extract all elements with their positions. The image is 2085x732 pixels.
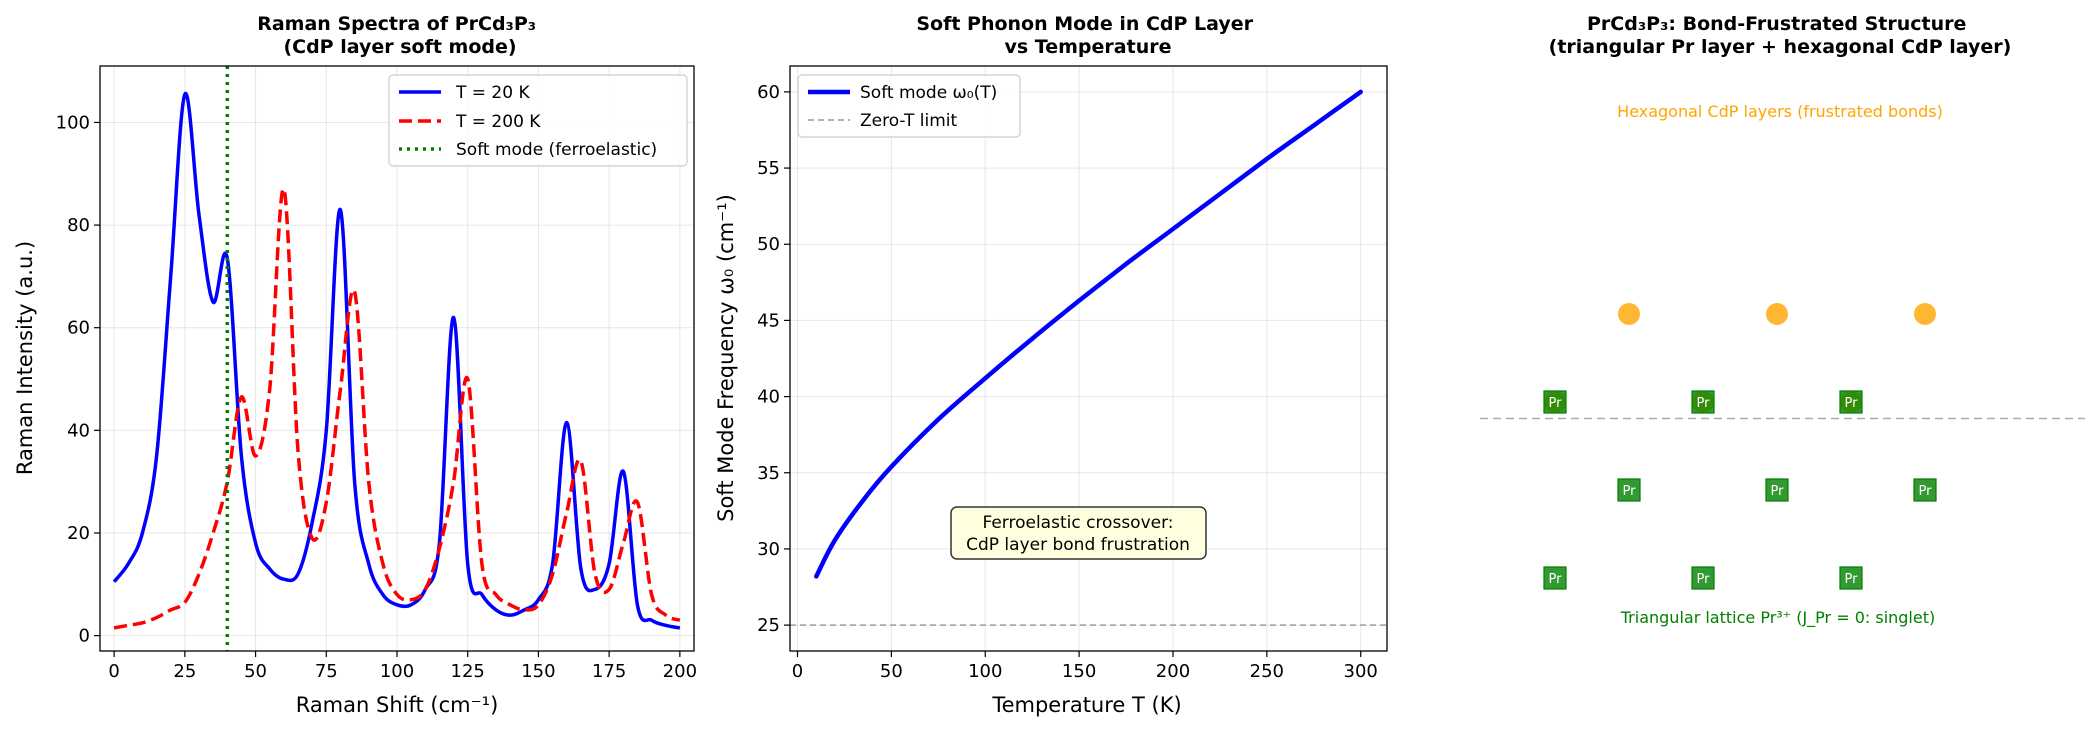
cd-site-marker [1618, 303, 1640, 325]
pr-site-marker [1543, 566, 1567, 590]
softmode-title-line-2: vs Temperature [1005, 36, 1172, 58]
legend-20k: T = 20 K [455, 83, 530, 103]
pr-site-marker [1691, 566, 1715, 590]
ferroelastic-annotation: Ferroelastic crossover: CdP layer bond f… [950, 506, 1207, 560]
pr-site-label: Pr [1771, 484, 1785, 499]
y-tick-label: 45 [757, 310, 780, 331]
raman-title-line-2: (CdP layer soft mode) [283, 36, 516, 58]
raman-x-axis-label: Raman Shift (cm⁻¹) [296, 693, 499, 717]
raman-title-line-1: Raman Spectra of PrCd₃P₃ [257, 13, 536, 35]
raman-legend: T = 20 K T = 200 K Soft mode (ferroelast… [388, 74, 688, 167]
cd-site-marker [1766, 303, 1788, 325]
pr-site-marker [1839, 390, 1863, 414]
y-tick-label: 30 [757, 539, 780, 560]
pr-site-label: Pr [1845, 396, 1859, 411]
y-tick-label: 60 [757, 82, 780, 103]
raman-spectra-panel: Raman Spectra of PrCd₃P₃ (CdP layer soft… [13, 13, 697, 717]
hexagonal-layer-caption: Hexagonal CdP layers (frustrated bonds) [1617, 102, 1943, 121]
x-tick-label: 300 [1344, 661, 1378, 682]
x-tick-label: 150 [521, 661, 555, 682]
soft-mode-curve [814, 89, 1363, 579]
raman-series-1 [113, 187, 681, 630]
y-tick-label: 20 [67, 523, 90, 544]
annotation-line-1: Ferroelastic crossover: [982, 513, 1173, 533]
softmode-x-axis-label: Temperature T (K) [991, 693, 1181, 717]
pr-site-label: Pr [1845, 572, 1859, 587]
y-tick-label: 100 [56, 112, 90, 133]
softmode-y-axis-label: Soft Mode Frequency ω₀ (cm⁻¹) [714, 194, 738, 522]
raman-y-axis-label: Raman Intensity (a.u.) [13, 241, 37, 475]
structure-title-line-2: (triangular Pr layer + hexagonal CdP lay… [1549, 36, 2012, 58]
raman-panel-title: Raman Spectra of PrCd₃P₃ (CdP layer soft… [257, 13, 543, 58]
legend-200k: T = 200 K [455, 112, 541, 132]
softmode-legend: Soft mode ω₀(T) Zero-T limit [797, 74, 1021, 138]
structure-panel: PrCd₃P₃: Bond-Frustrated Structure (tria… [1480, 13, 2085, 628]
x-tick-label: 50 [244, 661, 267, 682]
x-tick-label: 200 [663, 661, 697, 682]
pr-site-label: Pr [1623, 484, 1637, 499]
x-tick-label: 50 [880, 661, 903, 682]
y-tick-label: 35 [757, 463, 780, 484]
legend-zero-t: Zero-T limit [860, 111, 958, 131]
soft-mode-panel: Soft Phonon Mode in CdP Layer vs Tempera… [714, 13, 1388, 717]
y-tick-label: 25 [757, 615, 780, 636]
pr-site-marker [1691, 390, 1715, 414]
softmode-title-line-1: Soft Phonon Mode in CdP Layer [916, 13, 1253, 35]
pr-site-marker [1617, 478, 1641, 502]
raman-series-0 [112, 92, 681, 630]
x-tick-label: 200 [1156, 661, 1190, 682]
pr-site-label: Pr [1697, 572, 1711, 587]
pr-site-marker [1765, 478, 1789, 502]
annotation-line-2: CdP layer bond frustration [966, 535, 1190, 555]
softmode-panel-title: Soft Phonon Mode in CdP Layer vs Tempera… [916, 13, 1259, 58]
pr-site-label: Pr [1697, 396, 1711, 411]
pr-site-label: Pr [1919, 484, 1933, 499]
softmode-axes-frame [789, 65, 1388, 652]
triangular-lattice-caption: Triangular lattice Pr³⁺ (J_Pr = 0: singl… [1620, 608, 1935, 628]
structure-panel-title: PrCd₃P₃: Bond-Frustrated Structure (tria… [1549, 13, 2012, 58]
pr-site-label: Pr [1549, 572, 1563, 587]
y-tick-label: 0 [79, 626, 90, 647]
y-tick-label: 40 [757, 387, 780, 408]
pr-site-label: Pr [1549, 396, 1563, 411]
pr-site-marker [1839, 566, 1863, 590]
y-tick-label: 55 [757, 158, 780, 179]
x-tick-label: 100 [380, 661, 414, 682]
x-tick-label: 0 [792, 661, 803, 682]
x-tick-label: 150 [1062, 661, 1096, 682]
y-tick-label: 40 [67, 420, 90, 441]
y-tick-label: 60 [67, 318, 90, 339]
x-tick-label: 75 [315, 661, 338, 682]
y-tick-label: 50 [757, 234, 780, 255]
x-tick-label: 100 [968, 661, 1002, 682]
x-tick-label: 250 [1250, 661, 1284, 682]
cd-site-marker [1914, 303, 1936, 325]
x-tick-label: 0 [108, 661, 119, 682]
x-tick-label: 25 [173, 661, 196, 682]
legend-soft-mode-line: Soft mode ω₀(T) [860, 83, 997, 103]
structure-title-line-1: PrCd₃P₃: Bond-Frustrated Structure [1587, 13, 1966, 35]
y-tick-label: 80 [67, 215, 90, 236]
legend-soft-mode: Soft mode (ferroelastic) [456, 140, 657, 160]
pr-site-marker [1543, 390, 1567, 414]
pr-site-marker [1913, 478, 1937, 502]
x-tick-label: 125 [451, 661, 485, 682]
x-tick-label: 175 [592, 661, 626, 682]
